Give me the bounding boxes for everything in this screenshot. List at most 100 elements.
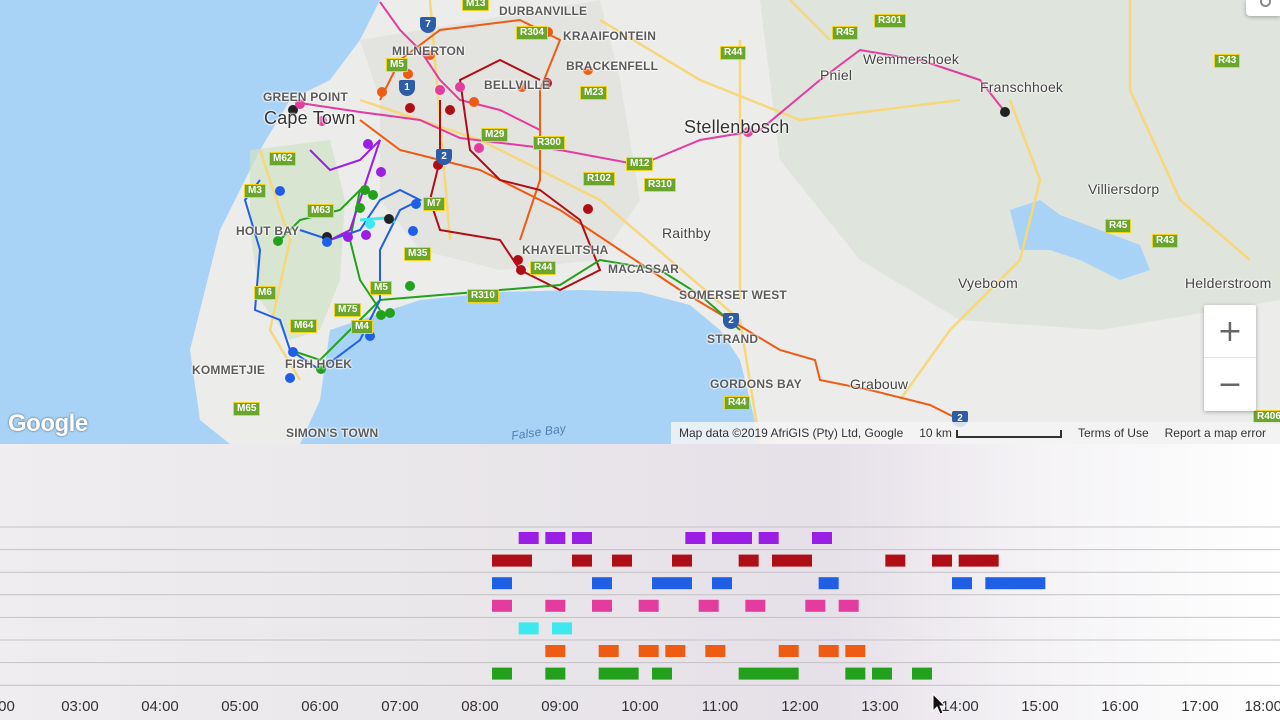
activity-bar[interactable] xyxy=(672,554,692,567)
activity-bar[interactable] xyxy=(518,622,539,635)
route-shield-m3: M3 xyxy=(244,184,266,198)
route-shield-r310: R310 xyxy=(467,289,499,303)
activity-bar[interactable] xyxy=(985,577,1046,590)
activity-bar[interactable] xyxy=(698,599,719,612)
route-shield-m13: M13 xyxy=(462,0,490,11)
place-label-strand: STRAND xyxy=(707,332,759,346)
place-label-helderstroom: Helderstroom xyxy=(1185,275,1272,291)
activity-bar[interactable] xyxy=(812,532,832,544)
activity-bar[interactable] xyxy=(572,554,592,567)
activity-bar[interactable] xyxy=(545,645,566,657)
route-shield-m5: M5 xyxy=(386,58,408,72)
map-data-text[interactable]: Map data ©2019 AfriGIS (Pty) Ltd, Google xyxy=(678,426,904,440)
activity-bar[interactable] xyxy=(598,645,619,657)
route-shield-r43: R43 xyxy=(1214,54,1241,68)
activity-bar[interactable] xyxy=(598,667,639,680)
activity-bar[interactable] xyxy=(638,645,659,657)
stop-markers xyxy=(273,27,1010,383)
zoom-out-button[interactable]: − xyxy=(1217,367,1243,402)
activity-bar[interactable] xyxy=(952,577,972,590)
place-label-macassar: MACASSAR xyxy=(608,262,679,276)
timeline-chart[interactable]: :00 03:00 04:00 05:00 06:00 07:00 08:00 09:00 10… xyxy=(0,444,1280,720)
activity-bar[interactable] xyxy=(932,554,952,567)
map[interactable]: DURBANVILLE KRAAIFONTEIN MILNERTON BRACKENF… xyxy=(0,0,1280,444)
x-tick-label: 10:00 xyxy=(621,698,659,715)
activity-bar[interactable] xyxy=(545,667,566,680)
activity-bar[interactable] xyxy=(638,599,659,612)
route-shield-m12: M12 xyxy=(626,157,654,171)
activity-bar[interactable] xyxy=(778,645,799,657)
activity-bar[interactable] xyxy=(518,532,539,544)
activity-bar[interactable] xyxy=(592,599,612,612)
x-tick-label: 05:00 xyxy=(221,698,259,715)
activity-bar[interactable] xyxy=(838,599,859,612)
map-canvas[interactable] xyxy=(0,0,1280,444)
x-tick-label: 06:00 xyxy=(301,698,339,715)
activity-bar[interactable] xyxy=(872,667,892,680)
terms-link[interactable]: Terms of Use xyxy=(1077,426,1149,440)
activity-bar[interactable] xyxy=(545,532,566,544)
activity-bar[interactable] xyxy=(592,577,612,590)
x-tick-label: :00 xyxy=(0,698,15,715)
activity-bar[interactable] xyxy=(712,577,732,590)
place-label-milnerton: MILNERTON xyxy=(392,44,465,58)
activity-bar[interactable] xyxy=(845,667,866,680)
x-tick-label: 12:00 xyxy=(781,698,819,715)
activity-bar[interactable] xyxy=(705,645,726,657)
mountain-area xyxy=(760,0,1280,330)
activity-bar[interactable] xyxy=(652,577,692,590)
fullscreen-button[interactable] xyxy=(1246,0,1280,16)
timeline-row-3 xyxy=(492,577,1046,590)
x-tick-label: 04:00 xyxy=(141,698,179,715)
activity-bar[interactable] xyxy=(612,554,632,567)
activity-bar[interactable] xyxy=(745,599,766,612)
timeline-row-5 xyxy=(518,622,572,635)
route-shield-r102: R102 xyxy=(583,172,615,186)
activity-bar[interactable] xyxy=(492,577,512,590)
scale-control[interactable]: 10 km xyxy=(911,426,1070,440)
route-shield-m64: M64 xyxy=(290,319,318,333)
map-attribution: Map data ©2019 AfriGIS (Pty) Ltd, Google… xyxy=(670,422,1280,444)
activity-bar[interactable] xyxy=(818,645,839,657)
place-label-khayelitsha: KHAYELITSHA xyxy=(522,243,609,257)
activity-bar[interactable] xyxy=(818,577,839,590)
activity-bar[interactable] xyxy=(758,532,779,544)
route-shield-r300: R300 xyxy=(533,136,565,150)
activity-bar[interactable] xyxy=(685,532,706,544)
route-shield-m4: M4 xyxy=(351,320,373,334)
activity-bar[interactable] xyxy=(738,667,799,680)
report-error-link[interactable]: Report a map error xyxy=(1164,426,1266,440)
route-shield-m63: M63 xyxy=(307,204,335,218)
activity-bar[interactable] xyxy=(805,599,826,612)
x-tick-label: 15:00 xyxy=(1021,698,1059,715)
timeline-row-7 xyxy=(492,667,932,680)
activity-bar[interactable] xyxy=(552,622,572,635)
place-label-hout-bay: HOUT BAY xyxy=(236,224,300,238)
route-shield-m7: M7 xyxy=(423,197,445,211)
activity-bar[interactable] xyxy=(572,532,592,544)
activity-bar[interactable] xyxy=(652,667,672,680)
place-label-gordons-bay: GORDONS BAY xyxy=(710,377,802,391)
activity-bar[interactable] xyxy=(492,554,532,567)
activity-bar[interactable] xyxy=(845,645,866,657)
activity-bar[interactable] xyxy=(738,554,759,567)
zoom-in-button[interactable]: + xyxy=(1204,305,1256,358)
activity-bar[interactable] xyxy=(665,645,686,657)
place-label-villiersdorp: Villiersdorp xyxy=(1088,181,1160,197)
place-label-bellville: BELLVILLE xyxy=(484,78,551,92)
activity-bar[interactable] xyxy=(958,554,999,567)
activity-bar[interactable] xyxy=(492,667,512,680)
activity-bar[interactable] xyxy=(912,667,932,680)
scale-bar xyxy=(955,429,1062,438)
activity-bar[interactable] xyxy=(712,532,752,544)
timeline-panel[interactable]: :00 03:00 04:00 05:00 06:00 07:00 08:00 09:00 10… xyxy=(0,444,1280,720)
activity-bar[interactable] xyxy=(885,554,906,567)
national-route-shield-2: 2 xyxy=(436,149,452,165)
national-route-shield-7: 7 xyxy=(420,17,436,33)
place-label-raithby: Raithby xyxy=(662,225,711,241)
x-tick-label: 17:00 xyxy=(1181,698,1219,715)
google-logo[interactable]: Google xyxy=(8,410,88,437)
activity-bar[interactable] xyxy=(545,599,566,612)
activity-bar[interactable] xyxy=(492,599,512,612)
activity-bar[interactable] xyxy=(772,554,812,567)
